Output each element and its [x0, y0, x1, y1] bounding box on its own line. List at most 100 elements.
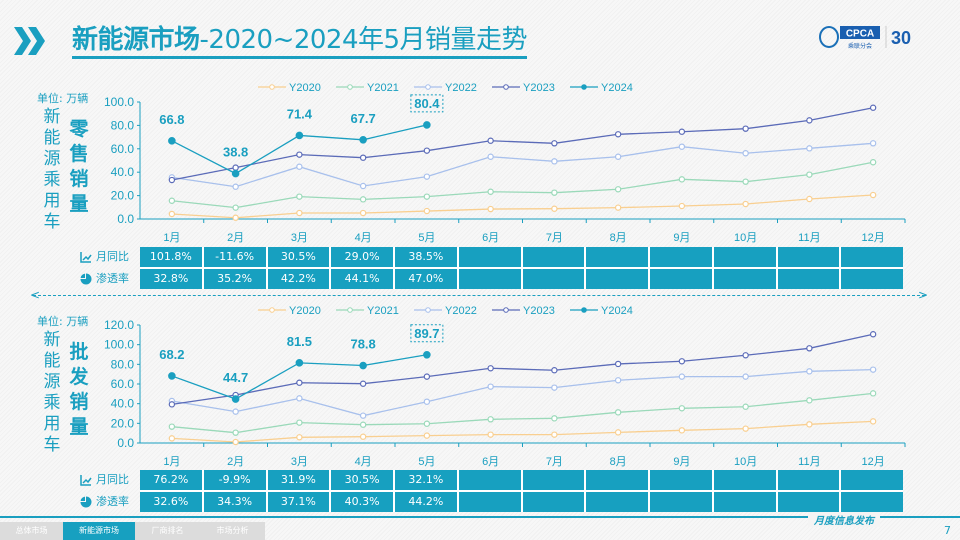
- highlight-box: [410, 324, 444, 343]
- x-tick-label: 3月: [291, 456, 308, 468]
- legend-item-Y2020: Y2020: [258, 82, 321, 94]
- table-cell: [650, 492, 712, 512]
- highlight-box: [410, 94, 444, 113]
- table-cell: 32.1%: [395, 470, 457, 490]
- row-label-text: 月同比: [96, 473, 129, 486]
- legend-item-Y2021: Y2021: [336, 82, 399, 94]
- side-label-char: 车: [43, 435, 61, 455]
- legend-item-Y2023: Y2023: [492, 305, 555, 317]
- data-point-Y2023: [168, 401, 176, 408]
- side-label-char: 源: [43, 149, 61, 169]
- table-cell: 30.5%: [267, 247, 330, 267]
- data-point-Y2022: [806, 368, 813, 375]
- x-tick-label: 11月: [798, 456, 820, 468]
- series-line-Y2023: [171, 333, 874, 405]
- data-point-Y2020: [806, 421, 813, 428]
- footer-tab[interactable]: 新能源市场: [63, 522, 135, 540]
- data-point-Y2022: [296, 395, 303, 402]
- svg-text:Y2022: Y2022: [445, 82, 477, 94]
- data-point-Y2024: [168, 372, 176, 380]
- table-row: 76.2% -9.9% 31.9% 30.5% 32.1%: [140, 470, 903, 490]
- side-label-char: 用: [43, 191, 61, 211]
- x-tick-label: 4月: [355, 456, 372, 468]
- footer-line: [0, 516, 960, 518]
- legend-item-Y2020: Y2020: [258, 305, 321, 317]
- footer-tab[interactable]: 总体市场: [0, 522, 63, 540]
- data-point-Y2024: [231, 395, 240, 403]
- table-cell: 30.5%: [331, 470, 393, 490]
- table-cell: [841, 269, 903, 289]
- data-point-Y2023: [806, 117, 813, 124]
- table-cell: [841, 470, 903, 490]
- data-point-Y2022: [296, 163, 303, 170]
- trend-chart-icon: [80, 475, 92, 486]
- y-tick-label: 20.0: [111, 189, 135, 203]
- table-cell: [458, 269, 521, 289]
- data-point-Y2021: [423, 420, 431, 427]
- side-label: 新能源乘用车: [42, 330, 62, 456]
- data-point-Y2021: [742, 178, 749, 185]
- data-point-Y2023: [359, 154, 367, 161]
- data-point-Y2020: [168, 210, 176, 218]
- retail-table: 101.8% -11.6% 30.5% 29.0% 38.5% 32.8% 35.2% 42.…: [140, 247, 903, 289]
- data-point-Y2020: [551, 205, 558, 212]
- table-cell: [713, 470, 776, 490]
- row-label: 月同比: [80, 470, 129, 490]
- y-tick-label: 0.0: [117, 212, 134, 226]
- row-label: 月同比: [80, 247, 129, 267]
- cpca-logo: CPCA 乘联分会 30: [819, 26, 911, 50]
- table-cell: [650, 269, 712, 289]
- data-point-Y2021: [551, 415, 558, 422]
- data-label: 44.7: [223, 370, 248, 385]
- table-cell: [522, 470, 585, 490]
- table-cell: 76.2%: [140, 470, 202, 490]
- svg-text:Y2020: Y2020: [289, 82, 321, 94]
- data-point-Y2022: [359, 412, 367, 419]
- svg-text:Y2020: Y2020: [289, 305, 321, 317]
- data-point-Y2023: [551, 140, 558, 147]
- chevron-icon: [14, 27, 45, 55]
- y-tick-label: 20.0: [111, 416, 135, 430]
- legend-item-Y2022: Y2022: [414, 305, 477, 317]
- chart-label-char: 量: [69, 416, 89, 438]
- data-label: 71.4: [287, 106, 313, 121]
- table-cell: [522, 492, 585, 512]
- x-tick-label: 10月: [734, 456, 757, 468]
- legend-item-Y2024: Y2024: [570, 82, 633, 94]
- x-tick-label: 11月: [798, 232, 820, 244]
- legend-item-Y2024: Y2024: [570, 305, 633, 317]
- table-cell: [586, 247, 648, 267]
- data-point-Y2023: [869, 104, 877, 111]
- row-label: 渗透率: [80, 269, 129, 289]
- data-point-Y2024: [423, 350, 431, 359]
- x-tick-label: 7月: [546, 456, 563, 468]
- x-tick-label: 8月: [610, 232, 627, 244]
- data-point-Y2021: [359, 196, 367, 203]
- data-point-Y2020: [614, 429, 622, 436]
- data-point-Y2022: [359, 182, 367, 190]
- data-point-Y2020: [232, 214, 239, 221]
- table-cell: [522, 247, 585, 267]
- table-cell: [650, 247, 712, 267]
- x-tick-label: 4月: [355, 232, 372, 244]
- wholesale-table: 76.2% -9.9% 31.9% 30.5% 32.1% 32.6% 34.3% 37.1%…: [140, 470, 903, 512]
- table-cell: 37.1%: [267, 492, 330, 512]
- svg-text:Y2024: Y2024: [601, 305, 633, 317]
- y-tick-label: 80.0: [111, 357, 135, 371]
- data-point-Y2022: [487, 383, 494, 390]
- table-cell: 44.2%: [395, 492, 457, 512]
- footer-tab[interactable]: 厂商排名: [135, 522, 200, 540]
- data-point-Y2023: [487, 365, 494, 372]
- data-point-Y2020: [168, 435, 176, 442]
- data-point-Y2021: [806, 171, 813, 178]
- data-point-Y2020: [296, 434, 303, 441]
- chart-label-char: 发: [69, 366, 89, 388]
- table-cell: 40.3%: [331, 492, 393, 512]
- data-label: 66.8: [159, 112, 184, 127]
- data-point-Y2023: [296, 379, 303, 386]
- y-tick-label: 60.0: [111, 142, 135, 156]
- data-point-Y2021: [232, 429, 239, 436]
- data-point-Y2022: [614, 153, 622, 160]
- x-tick-label: 6月: [482, 456, 499, 468]
- footer-tab[interactable]: 市场分析: [200, 522, 265, 540]
